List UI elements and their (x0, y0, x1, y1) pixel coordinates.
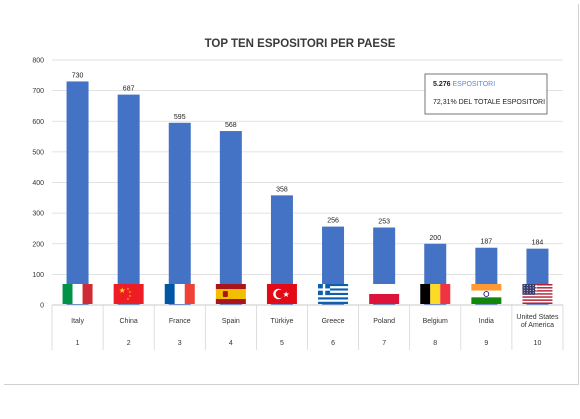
x-tick-label: France (169, 318, 191, 325)
x-tick-label: China (120, 318, 138, 325)
india-flag-icon (471, 284, 502, 304)
x-tick-label: Italy (71, 318, 84, 325)
spain-flag-icon (215, 284, 246, 304)
x-tick-label: India (479, 318, 494, 325)
china-flag-icon: ★ ★★★★ (113, 284, 144, 304)
y-tick-label: 700 (32, 88, 44, 95)
usa-flag-icon (522, 284, 553, 304)
chart-frame (4, 4, 579, 385)
info-total-count: 5.276 (433, 81, 451, 88)
bar (66, 81, 89, 305)
rank-label: 2 (127, 340, 131, 347)
greece-flag-icon (318, 284, 349, 304)
turkey-flag-icon: ★ (266, 284, 297, 304)
x-tick-label: Greece (322, 318, 345, 325)
svg-text:★: ★ (129, 290, 132, 294)
france-flag-icon (164, 284, 195, 304)
rank-label: 1 (76, 340, 80, 347)
rank-label: 6 (331, 340, 335, 347)
y-tick-label: 300 (32, 211, 44, 218)
bar (117, 94, 140, 305)
info-percentage: 72,31% DEL TOTALE ESPOSITORI (433, 99, 545, 106)
y-tick-label: 200 (32, 241, 44, 248)
svg-text:★: ★ (127, 287, 130, 291)
poland-flag-icon (369, 284, 400, 304)
x-axis: Italy 1 China 2 France 3 Spain 4 Türkiye 5 Greece 6… (51, 304, 564, 350)
belgium-flag-icon (420, 284, 451, 304)
italy-flag-icon (62, 284, 93, 304)
data-label: 595 (174, 114, 186, 121)
y-tick-label: 800 (32, 58, 44, 65)
data-label: 200 (429, 235, 441, 242)
rank-label: 7 (382, 340, 386, 347)
y-tick-label: 400 (32, 180, 44, 187)
svg-text:★: ★ (283, 290, 290, 299)
x-tick-label: Belgium (423, 318, 448, 325)
y-tick-label: 100 (32, 272, 44, 279)
rank-label: 5 (280, 340, 284, 347)
rank-label: 4 (229, 340, 233, 347)
bar (219, 131, 242, 305)
data-label: 730 (72, 72, 84, 79)
bar (168, 122, 191, 305)
x-tick-label: Türkiye (270, 318, 293, 325)
x-tick-label: Spain (222, 318, 240, 325)
y-tick-label: 500 (32, 149, 44, 156)
svg-text:★: ★ (127, 297, 130, 301)
bar (270, 195, 293, 305)
svg-text:★: ★ (119, 286, 126, 295)
data-label: 187 (481, 239, 493, 246)
rank-label: 10 (534, 340, 542, 347)
x-tick-label: Poland (373, 318, 395, 325)
bars: 730 687 ★ ★★★★ 595 568 358 ★ 256 253 200 187 184 (62, 72, 553, 305)
rank-label: 3 (178, 340, 182, 347)
data-label: 256 (327, 218, 339, 225)
info-box: 5.276 ESPOSITORI 72,31% DEL TOTALE ESPOS… (424, 73, 548, 115)
x-tick-label: United States of America (516, 314, 559, 329)
y-tick-label: 600 (32, 119, 44, 126)
y-tick-label: 0 (40, 303, 44, 310)
data-label: 568 (225, 122, 237, 129)
rank-label: 8 (433, 340, 437, 347)
rank-label: 9 (484, 340, 488, 347)
y-axis: 0 100 200 300 400 500 600 700 800 (32, 58, 44, 310)
data-label: 687 (123, 86, 135, 93)
info-total-label: ESPOSITORI (451, 81, 496, 88)
data-label: 358 (276, 186, 288, 193)
data-label: 253 (378, 219, 390, 226)
svg-text:★: ★ (129, 294, 132, 298)
svg-text:5.276 ESPOSITORI: 5.276 ESPOSITORI (433, 81, 495, 88)
chart-title: TOP TEN ESPOSITORI PER PAESE (205, 38, 396, 50)
data-label: 184 (532, 240, 544, 247)
